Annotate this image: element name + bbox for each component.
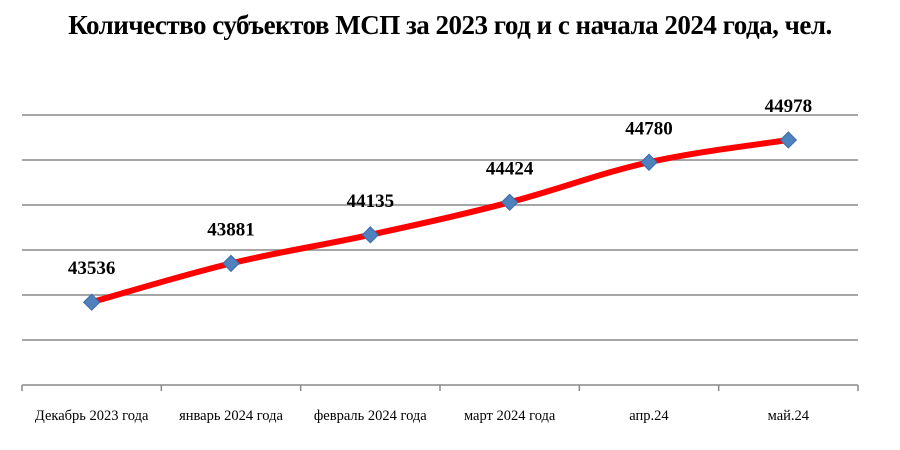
- data-label: 44978: [765, 96, 813, 117]
- x-tick-label: март 2024 года: [464, 408, 556, 424]
- gridlines: [22, 114, 858, 386]
- data-label: 44135: [347, 191, 395, 212]
- data-point-marker: [500, 193, 519, 212]
- data-point-marker: [82, 293, 101, 311]
- data-point-marker: [779, 131, 798, 149]
- x-ticks: [21, 385, 859, 391]
- series-line: [88, 136, 792, 306]
- data-label: 43536: [68, 258, 116, 279]
- series-markers: [82, 131, 798, 311]
- data-label: 44424: [486, 158, 534, 179]
- chart-title: Количество субъектов МСП за 2023 год и с…: [68, 10, 832, 40]
- data-label: 43881: [207, 219, 255, 240]
- data-labels: 43536 43881 44135 44424 44780 44978: [68, 96, 812, 279]
- x-tick-label: февраль 2024 года: [314, 408, 427, 424]
- x-tick-label: май.24: [768, 408, 810, 424]
- data-label: 44780: [625, 118, 673, 139]
- x-tick-label: апр.24: [629, 408, 669, 424]
- x-axis-labels: Декабрь 2023 года январь 2024 года февраль…: [35, 408, 810, 424]
- x-tick-label: январь 2024 года: [179, 408, 283, 424]
- data-point-marker: [361, 226, 380, 244]
- x-tick-label: Декабрь 2023 года: [35, 408, 149, 424]
- data-point-marker: [640, 153, 658, 171]
- data-point-marker: [222, 254, 240, 273]
